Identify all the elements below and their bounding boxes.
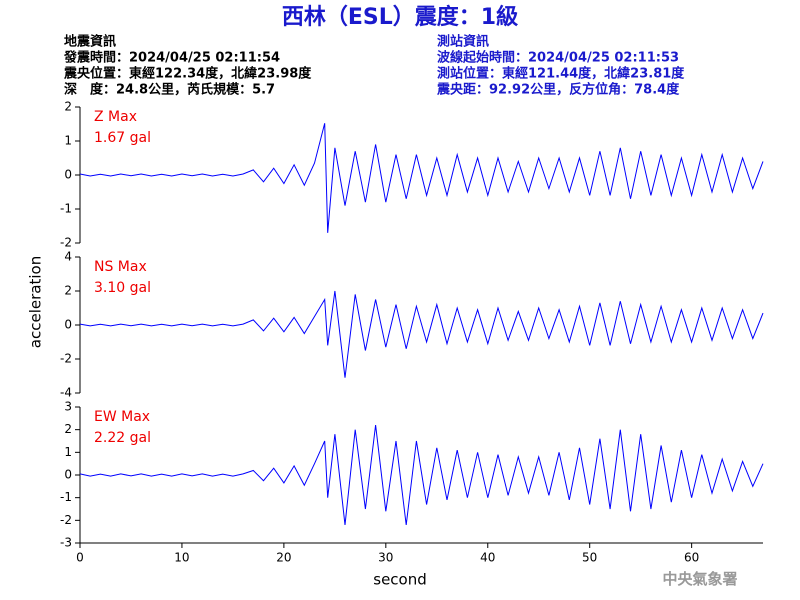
x-tick-label: 40 [480,551,495,565]
x-tick-label: 0 [76,551,84,565]
annotation: Z Max [94,109,137,125]
x-tick-label: 60 [684,551,699,565]
y-tick-label: 2 [64,100,72,114]
annotation: 1.67 gal [94,130,151,146]
y-tick-label: 0 [64,468,72,482]
y-tick-label: -2 [60,352,72,366]
y-tick-label: -1 [60,202,72,216]
quake-info: 地震資訊 [64,34,116,50]
x-tick-label: 50 [582,551,597,565]
annotation: 2.22 gal [94,430,151,446]
y-tick-label: 2 [64,422,72,436]
x-tick-label: 10 [174,551,189,565]
quake-info: 發震時間：2024/04/25 02:11:54 [63,50,280,66]
waveform [79,425,764,525]
station-info: 測站位置：東經121.44度，北緯23.81度 [437,66,685,82]
annotation: EW Max [94,409,150,425]
title: 西林（ESL）震度：1級 [282,4,518,30]
y-tick-label: -4 [60,386,72,400]
y-tick-label: -3 [60,536,72,550]
x-tick-label: 30 [378,551,393,565]
y-tick-label: 1 [64,134,72,148]
y-tick-label: -2 [60,513,72,527]
x-axis-label: second [373,571,427,589]
station-info: 測站資訊 [437,34,489,50]
y-tick-label: 1 [64,445,72,459]
y-tick-label: 0 [64,318,72,332]
y-tick-label: -1 [60,490,72,504]
footer: 中央氣象署 [662,570,737,588]
station-info: 震央距：92.92公里，反方位角：78.4度 [436,82,680,98]
y-tick-label: 0 [64,168,72,182]
y-tick-label: -2 [60,236,72,250]
station-info: 波線起始時間：2024/04/25 02:11:53 [437,50,679,66]
y-axis-label: acceleration [27,256,45,348]
waveform [79,290,764,378]
y-tick-label: 3 [64,400,72,414]
annotation: 3.10 gal [94,280,151,296]
quake-info: 震央位置：東經122.34度，北緯23.98度 [63,66,312,82]
y-tick-label: 4 [64,250,72,264]
x-tick-label: 20 [276,551,291,565]
annotation: NS Max [94,259,147,275]
y-tick-label: 2 [64,284,72,298]
quake-info: 深 度：24.8公里，芮氏規模：5.7 [64,82,275,98]
waveform [79,123,764,233]
